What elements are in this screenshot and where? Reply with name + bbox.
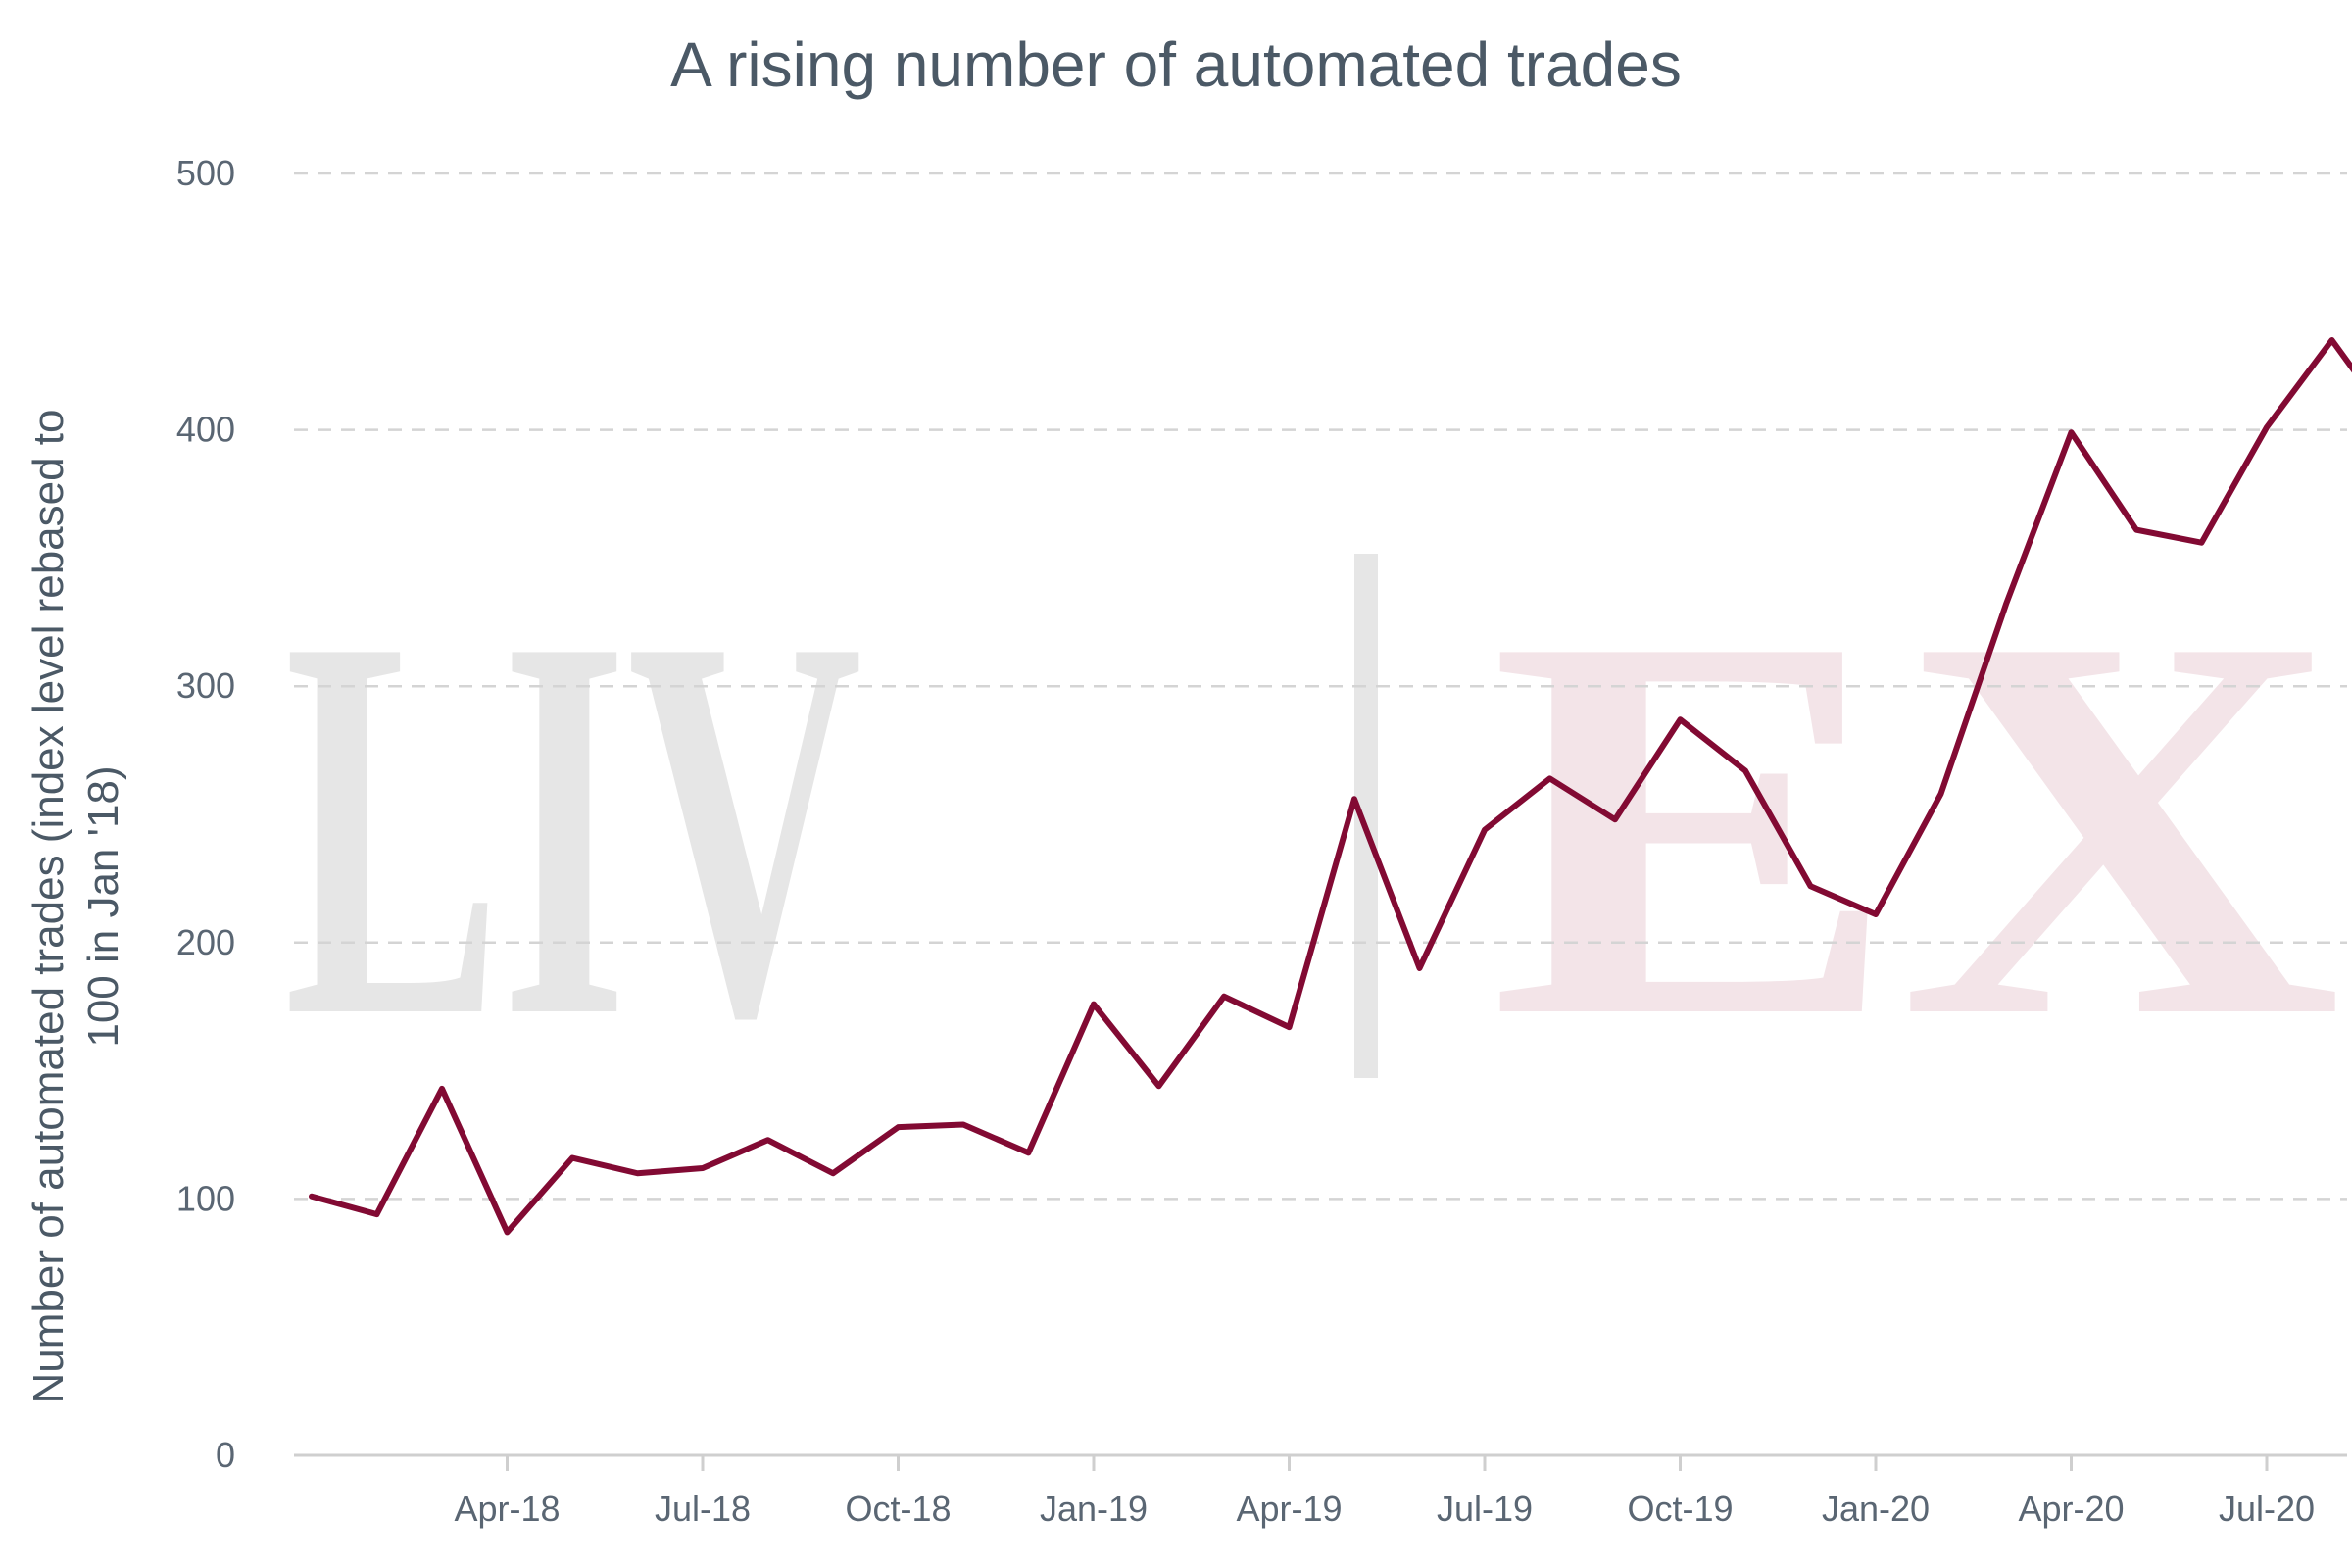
- y-tick-label: 400: [176, 410, 235, 450]
- watermark-logo: LIV EX: [284, 523, 2342, 1131]
- series-line: [309, 337, 2352, 1236]
- x-tick-label: Jul-20: [2219, 1489, 2315, 1529]
- watermark-text-right: EX: [1490, 523, 2342, 1131]
- y-tick-label: 0: [216, 1435, 235, 1475]
- x-axis-ticks: Apr-18 Jul-18 Oct-18 Jan-19 Apr-19 Jul-19 Oct-…: [454, 1455, 2315, 1529]
- y-axis-title-line-1: Number of automated trades (index level …: [24, 409, 73, 1403]
- watermark-text-left: LIV: [284, 523, 862, 1131]
- y-tick-label: 100: [176, 1178, 235, 1218]
- x-tick-label: Jan-20: [1822, 1489, 1930, 1529]
- x-tick-label: Jan-19: [1040, 1489, 1148, 1529]
- x-tick-label: Apr-19: [1236, 1489, 1342, 1529]
- x-tick-label: Jul-19: [1437, 1489, 1533, 1529]
- chart-title: A rising number of automated trades: [670, 29, 1682, 100]
- x-tick-label: Jul-18: [655, 1489, 751, 1529]
- series-layer: [309, 337, 2352, 1236]
- x-tick-label: Oct-18: [845, 1489, 951, 1529]
- y-axis-title-line-2: 100 in Jan '18): [79, 765, 127, 1047]
- x-tick-label: Apr-20: [2018, 1489, 2124, 1529]
- y-axis-title: Number of automated trades (index level …: [24, 409, 127, 1403]
- x-tick-label: Oct-19: [1627, 1489, 1733, 1529]
- y-tick-label: 200: [176, 922, 235, 962]
- x-tick-label: Apr-18: [454, 1489, 560, 1529]
- y-tick-label: 500: [176, 153, 235, 193]
- gridlines: [294, 172, 2347, 1200]
- y-tick-label: 300: [176, 665, 235, 706]
- y-axis-ticks: 0 100 200 300 400 500: [176, 153, 235, 1475]
